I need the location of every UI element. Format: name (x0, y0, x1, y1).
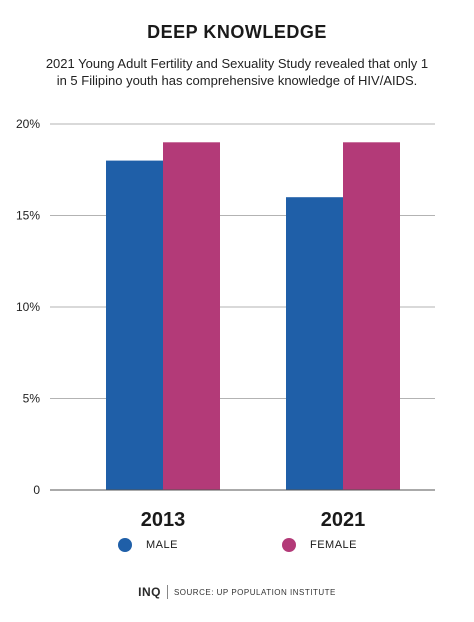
legend-label-female: FEMALE (310, 539, 358, 551)
y-tick-label: 20% (16, 117, 40, 131)
inq-logo: INQ (138, 585, 168, 599)
chart-title: DEEP KNOWLEDGE (147, 22, 327, 42)
legend-item-male: MALE (118, 538, 178, 552)
legend-swatch-female (282, 538, 296, 552)
legend: MALE FEMALE (0, 538, 474, 562)
bar-female-2013 (163, 142, 220, 491)
bar-male-2013 (106, 160, 163, 490)
y-tick-label: 10% (16, 300, 40, 314)
legend-item-female: FEMALE (282, 538, 357, 552)
x-category-label: 2021 (321, 509, 366, 530)
x-category-label: 2013 (141, 509, 186, 530)
source-credit: SOURCE: UP POPULATION INSTITUTE (173, 587, 336, 597)
chart-subtitle: 2021 Young Adult Fertility and Sexuality… (45, 56, 429, 88)
footer: INQ SOURCE: UP POPULATION INSTITUTE (0, 585, 474, 599)
y-tick-label: 15% (16, 209, 40, 223)
legend-label-male: MALE (146, 539, 178, 551)
y-tick-label: 5% (23, 392, 41, 406)
legend-swatch-male (118, 538, 132, 552)
bar-male-2021 (286, 197, 343, 490)
y-tick-label: 0 (33, 483, 40, 497)
bar-chart: 0 5% 10% 15% 20% 2013 2021 (16, 117, 435, 530)
bar-female-2021 (343, 142, 400, 491)
